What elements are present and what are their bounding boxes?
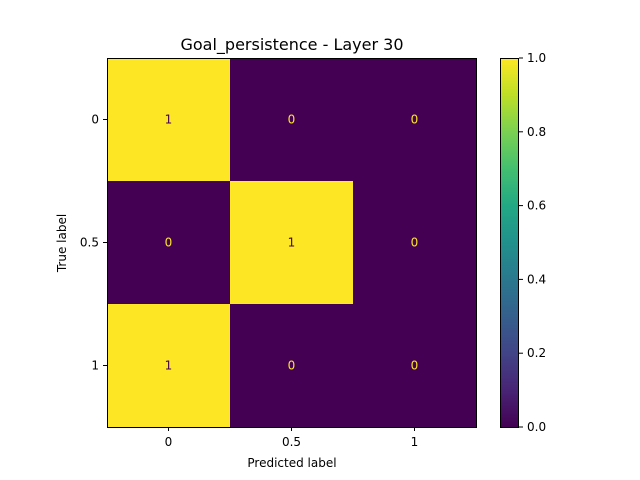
y-tick-label: 0: [91, 113, 99, 127]
x-tick-label: 1: [411, 435, 419, 449]
heatmap-cell: [353, 58, 477, 182]
colorbar-ticks: 0.0 0.2 0.4 0.6 0.8 1.0: [519, 51, 546, 434]
cell-value-label: 0: [411, 113, 419, 127]
colorbar: [500, 58, 519, 427]
cell-value-label: 0: [165, 236, 173, 250]
heatmap-cell: [353, 304, 477, 428]
heatmap-cell: [353, 181, 477, 305]
y-tick-label: 0.5: [80, 236, 99, 250]
heatmap-cells: 1 0 0 0 1 0 1 0 0: [107, 58, 477, 428]
cell-value-label: 0: [411, 236, 419, 250]
y-tick-label: 1: [91, 359, 99, 373]
chart-title: Goal_persistence - Layer 30: [180, 35, 403, 55]
x-axis-ticks: 0 0.5 1: [165, 427, 419, 449]
colorbar-tick-label: 0.4: [527, 272, 546, 286]
x-tick-label: 0: [165, 435, 173, 449]
heatmap-cell: [107, 181, 231, 305]
cell-value-label: 0: [288, 113, 296, 127]
colorbar-frame: [500, 58, 519, 428]
heatmap-cell: [107, 58, 231, 182]
y-axis-ticks: 00.51: [80, 113, 107, 373]
y-axis-label: True label: [55, 214, 69, 273]
colorbar-tick-label: 0.8: [527, 125, 546, 139]
heatmap-cell: [107, 304, 231, 428]
cell-value-label: 0: [411, 359, 419, 373]
heatmap-cell: [230, 58, 354, 182]
x-axis-label: Predicted label: [247, 456, 336, 470]
cell-value-label: 1: [165, 113, 173, 127]
cell-value-label: 0: [288, 359, 296, 373]
heatmap-cell: [230, 304, 354, 428]
cell-value-label: 1: [288, 236, 296, 250]
cell-value-label: 1: [165, 359, 173, 373]
colorbar-tick-label: 1.0: [527, 51, 546, 65]
colorbar-tick-label: 0.2: [527, 346, 546, 360]
colorbar-tick-label: 0.0: [527, 420, 546, 434]
heatmap-cell: [230, 181, 354, 305]
x-tick-label: 0.5: [282, 435, 301, 449]
colorbar-tick-label: 0.6: [527, 199, 546, 213]
